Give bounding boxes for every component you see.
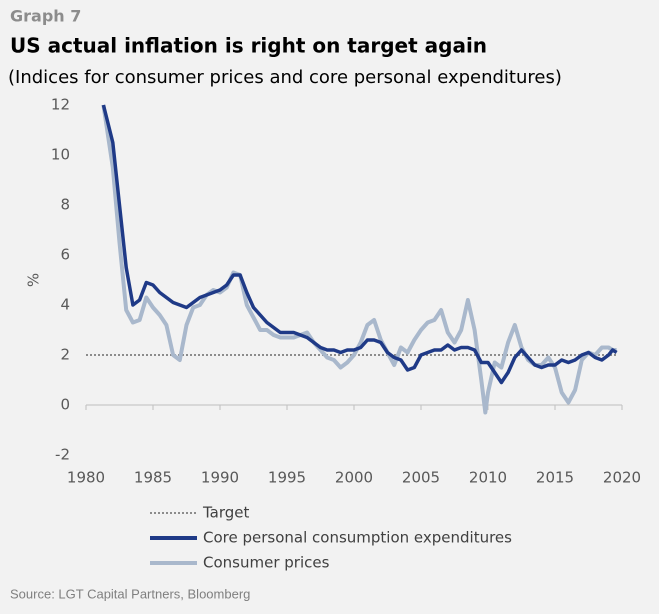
x-tick-label: 1985 — [134, 469, 172, 487]
y-axis-label: % — [25, 273, 43, 287]
legend-label: Core personal consumption expenditures — [203, 529, 512, 547]
y-tick-label: 6 — [60, 246, 70, 264]
x-tick-label: 1980 — [67, 469, 105, 487]
y-tick-label: 12 — [51, 96, 70, 114]
x-tick-label: 2000 — [335, 469, 373, 487]
x-tick-label: 2020 — [603, 469, 641, 487]
chart-title: US actual inflation is right on target a… — [10, 34, 487, 58]
y-tick-label: -2 — [55, 446, 70, 464]
y-tick-label: 10 — [51, 146, 70, 164]
graph-number: Graph 7 — [10, 7, 81, 26]
y-tick-label: 2 — [60, 346, 70, 364]
y-tick-label: 0 — [60, 396, 70, 414]
legend-label: Consumer prices — [203, 554, 330, 572]
x-tick-label: 2010 — [469, 469, 507, 487]
series-line — [101, 104, 618, 385]
source: Source: LGT Capital Partners, Bloomberg — [10, 586, 250, 601]
y-tick-label: 4 — [60, 296, 70, 314]
x-tick-label: 2005 — [402, 469, 440, 487]
y-tick-label: 8 — [60, 196, 70, 214]
x-tick-label: 1990 — [201, 469, 239, 487]
legend-label: Target — [202, 504, 250, 522]
x-tick-label: 1995 — [268, 469, 306, 487]
chart-subtitle: (Indices for consumer prices and core pe… — [8, 67, 562, 88]
x-tick-label: 2015 — [536, 469, 574, 487]
